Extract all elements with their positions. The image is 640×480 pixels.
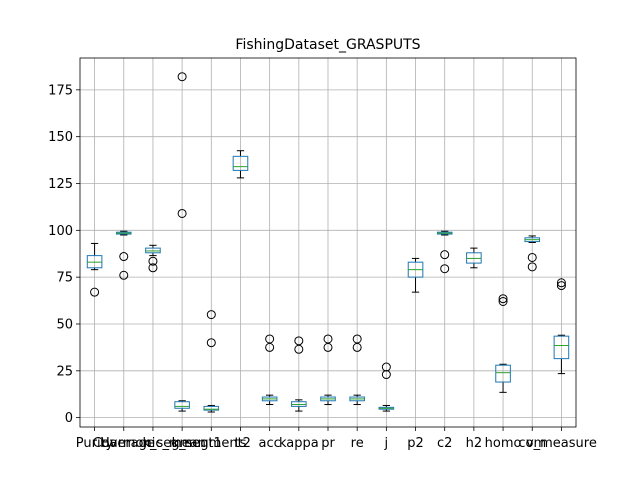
y-tick-label: 25 — [56, 364, 73, 379]
x-tick-label: v_measure — [526, 436, 597, 451]
x-tick-label: Coverage — [93, 436, 155, 451]
outlier-point — [90, 287, 100, 297]
box-group — [553, 278, 570, 375]
outlier-point — [440, 250, 450, 260]
x-tick-label: com — [518, 436, 546, 451]
box-group — [466, 247, 482, 269]
x-tick-label: kappa — [279, 436, 319, 451]
box-group — [495, 294, 511, 393]
box-group — [115, 230, 132, 280]
x-tick-label: k_segment1 — [142, 436, 221, 451]
outlier-point — [352, 342, 362, 352]
x-axis-ticks: PurityCoverageHarmonic_meank_segment1k_s… — [76, 427, 597, 451]
outlier-point — [265, 342, 275, 352]
box-group — [436, 230, 453, 274]
box-group — [524, 235, 541, 272]
y-tick-label: 175 — [48, 83, 73, 98]
x-tick-label: homo — [485, 436, 522, 451]
y-tick-label: 50 — [56, 317, 73, 332]
outlier-point — [527, 252, 537, 262]
box-iqr — [495, 364, 511, 383]
x-tick-label: k_segment2 — [172, 436, 251, 451]
y-tick-label: 75 — [56, 271, 73, 286]
y-tick-label: 100 — [48, 224, 73, 239]
outlier-point — [381, 362, 391, 372]
x-tick-label: p2 — [407, 436, 424, 451]
x-tick-label: c2 — [437, 436, 452, 451]
box-group — [349, 334, 365, 406]
outlier-point — [498, 294, 508, 304]
outlier-point — [440, 264, 450, 274]
x-tick-label: j — [384, 436, 389, 451]
box-layer — [86, 72, 570, 413]
box-group — [232, 150, 249, 179]
x-tick-label: ts — [235, 436, 247, 451]
box-group — [407, 257, 424, 293]
box-group — [203, 310, 220, 413]
outlier-point — [527, 262, 537, 272]
outlier-point — [177, 208, 187, 218]
box-group — [320, 334, 336, 406]
outlier-point — [294, 344, 304, 354]
outlier-point — [148, 256, 158, 266]
outlier-point — [498, 297, 508, 307]
outlier-point — [381, 370, 391, 380]
box-iqr — [553, 335, 570, 360]
box-iqr — [203, 405, 220, 411]
outlier-point — [148, 263, 158, 273]
x-tick-label: acc — [259, 436, 281, 451]
y-axis-ticks: 0 25 50 75 100 125 150 175 — [48, 83, 80, 426]
x-tick-label: h2 — [466, 436, 483, 451]
outlier-point — [556, 281, 566, 291]
x-tick-label: Harmonic_mean — [100, 436, 206, 451]
x-tick-label: pr — [321, 436, 335, 451]
box-group — [174, 72, 190, 412]
outlier-point — [206, 310, 216, 320]
outlier-point — [323, 342, 333, 352]
box-group — [378, 362, 395, 412]
x-tick-label: Purity — [76, 436, 114, 451]
y-tick-label: 150 — [48, 130, 73, 145]
chart-title: FishingDataset_GRASPUTS — [235, 37, 420, 53]
outlier-point — [177, 72, 187, 82]
x-tick-label: re — [351, 436, 364, 451]
box-iqr — [232, 155, 249, 171]
outlier-point — [556, 278, 566, 288]
outlier-point — [206, 338, 216, 348]
box-group — [261, 334, 278, 406]
y-tick-label: 125 — [48, 177, 73, 192]
grid-layer — [80, 58, 576, 427]
box-group — [86, 242, 103, 297]
box-group — [145, 244, 161, 273]
outlier-point — [119, 252, 129, 262]
outlier-point — [119, 270, 129, 280]
box-group — [291, 336, 307, 412]
y-tick-label: 0 — [65, 411, 73, 426]
box-iqr — [174, 401, 190, 409]
